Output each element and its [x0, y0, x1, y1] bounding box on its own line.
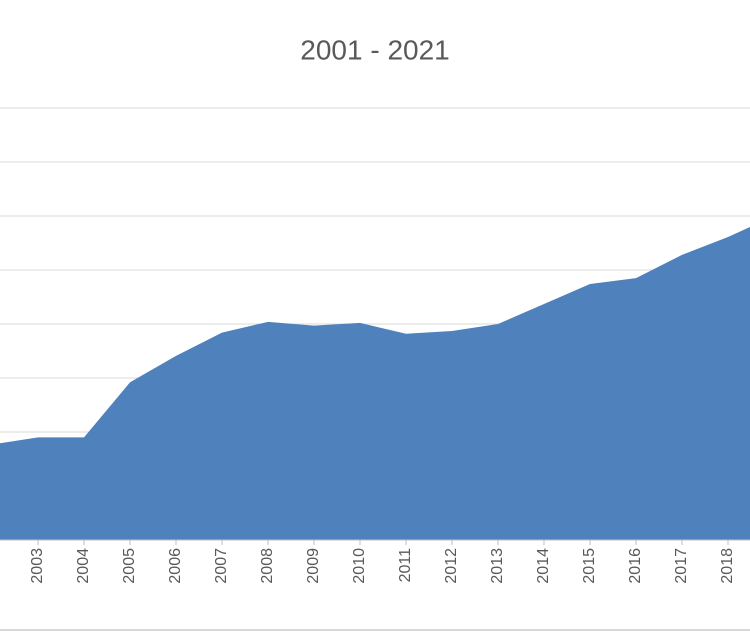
x-tick-label: 2013	[489, 548, 506, 584]
x-tick-label: 2004	[75, 548, 92, 584]
x-tick-label: 2016	[627, 548, 644, 584]
x-tick-label: 2012	[443, 548, 460, 584]
x-tick-label: 2007	[213, 548, 230, 584]
x-tick-label: 2006	[167, 548, 184, 584]
x-tick-label: 2015	[581, 548, 598, 584]
x-tick-label: 2018	[719, 548, 736, 584]
x-tick-label: 2008	[259, 548, 276, 584]
x-tick-label: 2011	[397, 548, 414, 583]
x-tick-label: 2017	[673, 548, 690, 584]
x-tick-label: 2014	[535, 548, 552, 584]
x-tick-label: 2010	[351, 548, 368, 584]
chart-title: 2001 - 2021	[300, 34, 449, 65]
x-tick-label: 2009	[305, 548, 322, 584]
x-tick-label: 2005	[121, 548, 138, 584]
area	[0, 226, 750, 540]
x-tick-label: 2003	[29, 548, 46, 584]
